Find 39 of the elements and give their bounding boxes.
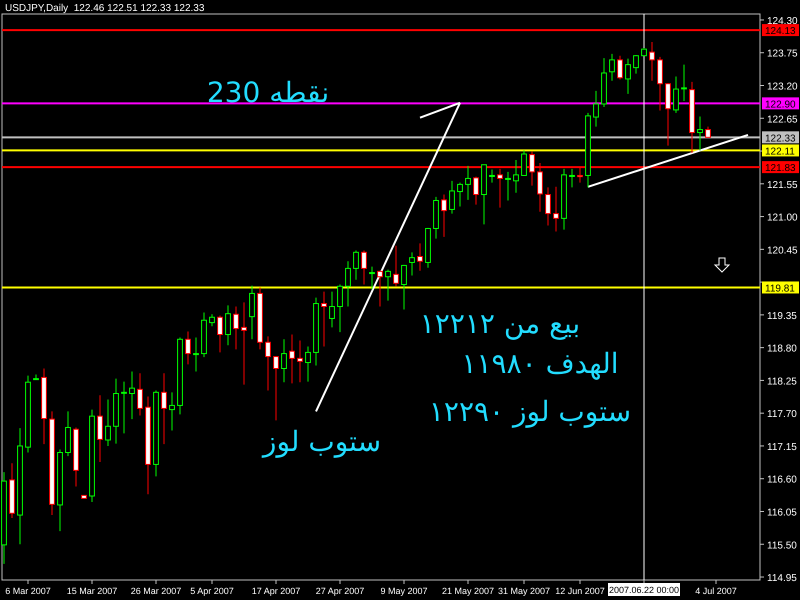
y-tick-label: 118.25 [767,376,798,388]
y-tick-label: 118.80 [767,344,798,355]
annotation: ستوب لوز [260,425,382,458]
annotation: ستوب لوز ١٢٢٩٠ [428,395,632,428]
y-tick-label: 116.05 [767,507,798,518]
y-tick-label: 116.60 [767,474,798,486]
ref-line-label: 122.90 [765,99,796,110]
x-tick-label: 21 May 2007 [442,586,494,596]
y-tick-label: 123.75 [767,48,798,60]
x-tick-label: 6 Mar 2007 [5,586,51,596]
y-tick-label: 117.15 [767,442,798,453]
x-tick-label: 27 Apr 2007 [316,586,364,596]
annotation: نقطه 230 [206,76,330,109]
y-tick-label: 123.20 [767,81,798,92]
x-tick-label: 17 Apr 2007 [252,586,300,596]
y-tick-label: 122.65 [767,114,798,126]
x-tick-label: 15 Mar 2007 [66,586,118,596]
y-tick-label: 120.45 [767,245,798,256]
ref-line-label: 124.13 [765,26,796,38]
ref-line-label: 119.81 [765,283,796,294]
x-tick-label: 9 May 2007 [380,586,428,596]
x-tick-label: 31 May 2007 [498,586,550,596]
y-tick-label: 121.55 [767,180,798,191]
y-tick-label: 117.70 [767,409,798,420]
ref-line-label: 122.11 [765,146,796,158]
y-tick-label: 115.50 [767,540,798,552]
ref-line-label: 121.83 [765,163,796,174]
y-tick-label: 114.95 [767,573,798,584]
chart-title: USDJPY,Daily 122.46 122.51 122.33 122.33 [5,3,205,14]
x-tick-label: 5 Apr 2007 [190,586,234,596]
x-tick-label: 4 Jul 2007 [695,586,737,596]
y-tick-label: 121.00 [767,212,798,224]
annotation: الهدف ١١٩٨٠ [461,347,619,380]
x-tick-label: 26 Mar 2007 [130,586,182,596]
x-tick-label: 12 Jun 2007 [555,586,605,596]
x-tick-label: 2007.06.22 00:00 [608,585,680,595]
y-tick-label: 119.35 [767,310,798,322]
ref-line-label: 122.33 [765,133,796,144]
annotation: بيع من ١٢٢١٢ [420,307,580,340]
